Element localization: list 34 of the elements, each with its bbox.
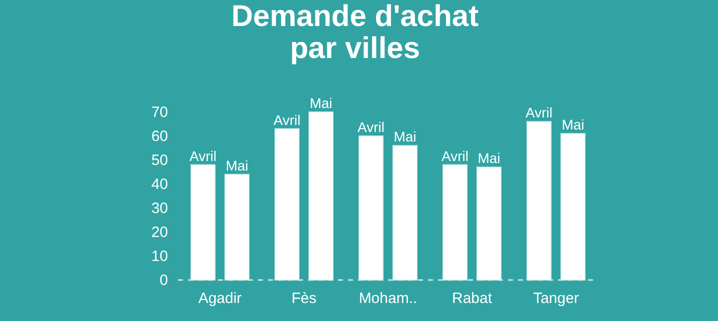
text: Avril [358, 119, 384, 135]
x-tick-label: Moham.. [358, 290, 418, 307]
text: Mai [562, 116, 584, 133]
x-tick-label: Agadir [198, 290, 242, 307]
y-tick-label: 10 [151, 248, 168, 265]
bar [560, 133, 586, 280]
x-tick-label: Fès [291, 290, 317, 307]
series-label: Avril [190, 148, 216, 164]
text: Avril [274, 112, 300, 128]
text: Mai [310, 95, 332, 111]
y-tick-label: 0 [160, 272, 168, 289]
bar [358, 136, 384, 280]
y-tick-label: 70 [151, 104, 168, 121]
series-label: Mai [226, 157, 248, 174]
y-tick-label: 30 [151, 200, 168, 217]
text: Avril [442, 148, 468, 164]
chart-title: Demande d'achat par villes [231, 0, 479, 65]
x-tick-label: Rabat [452, 290, 493, 307]
y-tick-label: 40 [151, 176, 168, 193]
bar [224, 174, 250, 280]
text: Avril [526, 104, 552, 121]
x-tick-label: Tanger [533, 290, 579, 307]
text: Mai [394, 128, 416, 145]
bar [476, 166, 502, 280]
text: Mai [478, 150, 500, 166]
bar [274, 128, 300, 280]
y-tick-label: 20 [151, 224, 168, 241]
y-tick-label: 50 [151, 152, 168, 169]
bar [190, 164, 216, 280]
bar [442, 164, 468, 280]
bar [308, 112, 334, 280]
bar [526, 121, 552, 280]
bar [392, 145, 418, 280]
y-tick-label: 60 [151, 128, 168, 145]
